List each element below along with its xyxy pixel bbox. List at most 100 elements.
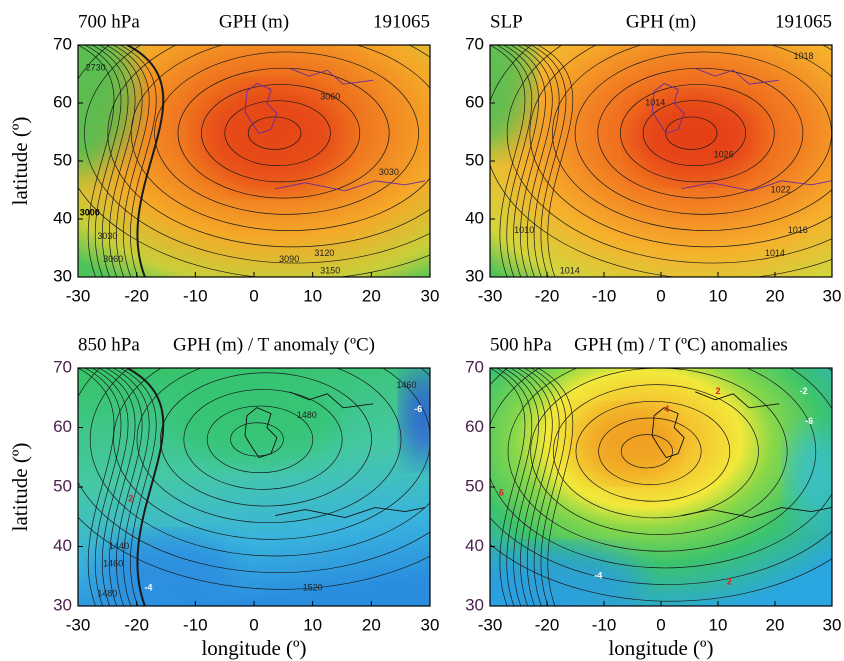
contour-label: 2 (727, 577, 732, 587)
contour-line (78, 368, 430, 573)
x-tick-label: 0 (249, 286, 258, 305)
contour-line (154, 51, 419, 215)
x-axis-label: longitude (º) (201, 636, 306, 660)
contour-label: 1026 (714, 150, 734, 160)
y-tick-label: 60 (53, 417, 72, 436)
panel-level: 700 hPa (78, 11, 140, 32)
x-tick-label: -20 (535, 615, 560, 634)
panel-level: SLP (490, 11, 523, 32)
color-field (78, 45, 135, 173)
contour-line (84, 45, 122, 277)
contour-line (496, 45, 533, 277)
x-tick-label: 10 (709, 286, 728, 305)
y-tick-label: 50 (465, 150, 484, 169)
contour-label: 3090 (279, 254, 299, 264)
contour-label: 1480 (97, 588, 117, 598)
color-field (166, 368, 342, 464)
contour-line (537, 368, 574, 606)
coastline (651, 391, 832, 519)
contour-label: 1460 (397, 380, 417, 390)
contour-line (78, 516, 430, 590)
coastline (244, 391, 426, 519)
contour-line (517, 45, 553, 277)
contour-label: 4 (664, 404, 669, 414)
contour-line (620, 84, 775, 183)
x-tick-label: 30 (421, 615, 440, 634)
contour-line (177, 67, 390, 199)
contour-line (490, 368, 832, 585)
contour-line (89, 368, 430, 557)
y-tick-label: 40 (53, 208, 72, 227)
contour-line (517, 368, 553, 606)
color-field (490, 45, 532, 150)
y-tick-label: 30 (53, 266, 72, 285)
map-panel: 2 4 6 2 -2 -6 -4 -30 -20 -10 0 10 20 30 30 40 50 60 70 500 … (465, 334, 842, 660)
contour-line (230, 422, 284, 457)
contour-line (113, 368, 150, 606)
contour-line (510, 368, 546, 606)
contour-line (91, 368, 129, 606)
y-tick-label: 60 (465, 92, 484, 111)
map-area (490, 45, 832, 277)
contour-label: -4 (594, 571, 602, 581)
contour-line (84, 45, 430, 264)
contour-line (529, 45, 832, 248)
contour-line (91, 45, 129, 277)
contour-line (183, 389, 343, 490)
contour-line (84, 368, 122, 606)
x-tick-label: 20 (766, 286, 785, 305)
contour-label: 2 (128, 493, 133, 503)
contour-label: 1022 (771, 184, 791, 194)
x-axis-label: longitude (º) (608, 636, 713, 660)
contour-line (107, 45, 430, 248)
contour-label: 3030 (97, 231, 117, 241)
x-tick-label: 10 (303, 615, 322, 634)
contour-line (490, 368, 526, 606)
y-tick-label: 50 (53, 150, 72, 169)
contour-line (620, 434, 673, 469)
contour-label: 3120 (314, 248, 334, 258)
panel-id: 191065 (775, 11, 832, 32)
x-tick-label: -30 (66, 615, 91, 634)
contour-line (105, 45, 143, 277)
x-tick-label: 30 (823, 286, 842, 305)
contour-line (126, 45, 165, 277)
contour-line (136, 368, 402, 524)
contour-line (506, 45, 832, 264)
y-tick-label: 70 (465, 357, 484, 376)
x-tick-label: 0 (249, 615, 258, 634)
coastline (651, 67, 832, 192)
contour-label: 1520 (303, 583, 323, 593)
contour-label: 1014 (560, 266, 580, 276)
color-field (578, 408, 675, 480)
contour-line (496, 368, 533, 606)
contour-label: 1460 (103, 559, 123, 569)
y-tick-label: 40 (465, 536, 484, 555)
panel-level: 850 hPa (78, 334, 140, 355)
contour-line (113, 368, 430, 540)
contour-label: 3000 (80, 208, 100, 218)
x-tick-label: 20 (766, 615, 785, 634)
contour-line (510, 45, 546, 277)
x-tick-label: -30 (478, 615, 503, 634)
contour-label: 1016 (788, 225, 808, 235)
x-tick-label: -10 (183, 615, 208, 634)
contour-line (490, 368, 832, 569)
contour-line (98, 368, 136, 606)
contour-label: -6 (805, 416, 813, 426)
x-tick-label: 30 (823, 615, 842, 634)
contour-label: 1480 (297, 410, 317, 420)
map-area (490, 368, 832, 606)
contour-label: 3060 (103, 254, 123, 264)
panel-title: GPH (m) (626, 11, 696, 32)
contour-label: 1010 (514, 225, 534, 235)
x-tick-label: -20 (535, 286, 560, 305)
contour-line (575, 400, 731, 502)
panel-title: GPH (m) / T anomaly (ºC) (173, 334, 375, 355)
map-panel: 1460 1480 1440 1460 1480 1520 2 -4 -6 -30 -20 -10 0 1… (8, 334, 440, 660)
contour-line (201, 84, 361, 183)
contour-label: -2 (799, 386, 807, 396)
contour-line (126, 368, 165, 606)
